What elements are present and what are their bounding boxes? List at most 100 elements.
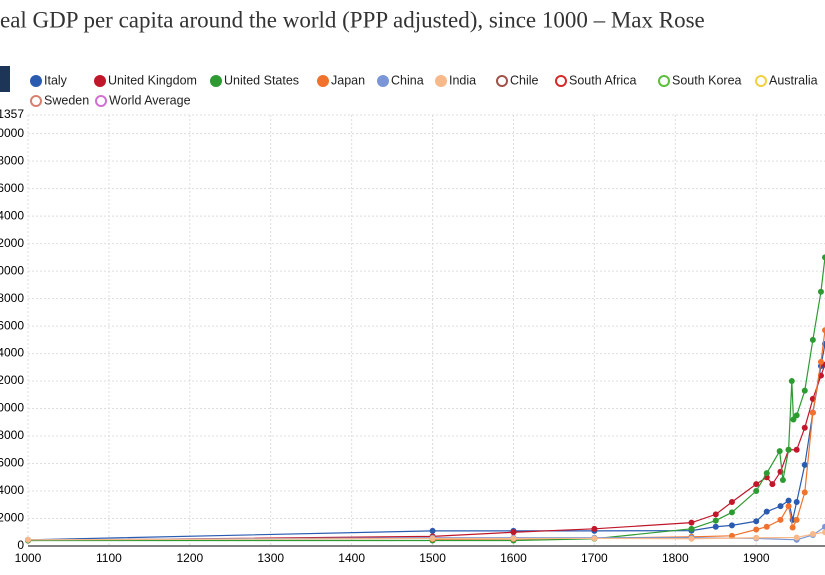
- legend-marker[interactable]: [317, 75, 329, 87]
- data-point: [753, 481, 760, 488]
- data-point: [728, 499, 735, 506]
- data-point: [801, 387, 808, 394]
- data-point: [809, 336, 816, 343]
- data-point: [777, 503, 784, 510]
- data-point: [809, 409, 816, 416]
- legend-marker[interactable]: [95, 95, 107, 107]
- data-point: [25, 536, 31, 543]
- series-line: [27, 364, 825, 542]
- data-point: [763, 508, 770, 515]
- data-point: [790, 416, 797, 423]
- data-point: [817, 358, 824, 365]
- y-tick-label: 4000: [0, 483, 24, 497]
- series-line: [432, 330, 825, 540]
- data-point: [591, 535, 598, 542]
- x-tick-label: 1600: [500, 551, 527, 565]
- legend-marker[interactable]: [435, 75, 447, 87]
- y-tick-label: 0: [17, 538, 24, 552]
- data-point: [712, 517, 719, 524]
- data-point: [822, 529, 825, 536]
- legend-marker[interactable]: [377, 75, 389, 87]
- x-tick-label: 1800: [662, 551, 689, 565]
- legend-label[interactable]: United States: [224, 73, 299, 87]
- y-tick-label: 4000: [0, 346, 24, 360]
- y-tick-label: 0000: [0, 263, 24, 277]
- y-tick-label: 2000: [0, 373, 24, 387]
- y-tick-label: 2000: [0, 236, 24, 250]
- legend-label[interactable]: Australia: [769, 73, 818, 87]
- data-point: [591, 525, 598, 532]
- y-tick-label: 1357: [0, 107, 24, 121]
- series-line: [28, 257, 825, 542]
- legend-marker[interactable]: [555, 75, 567, 87]
- data-point: [793, 534, 800, 541]
- data-point: [763, 470, 770, 477]
- chart-title: eal GDP per capita around the world (PPP…: [0, 7, 705, 32]
- data-point: [753, 518, 760, 525]
- data-point: [793, 499, 800, 506]
- data-point: [785, 446, 792, 453]
- data-point: [753, 526, 760, 533]
- data-point: [793, 516, 800, 523]
- data-point: [769, 481, 776, 488]
- data-point: [809, 531, 816, 538]
- data-point: [688, 519, 695, 526]
- legend-marker[interactable]: [496, 75, 508, 87]
- data-point: [801, 461, 808, 468]
- y-tick-label: 6000: [0, 318, 24, 332]
- legend-label[interactable]: Chile: [510, 73, 539, 87]
- y-tick-label: 8000: [0, 291, 24, 305]
- series-line: [27, 343, 825, 541]
- legend-label[interactable]: Italy: [44, 73, 68, 87]
- legend-label[interactable]: World Average: [109, 93, 191, 107]
- legend-label[interactable]: South Africa: [569, 73, 636, 87]
- legend-label[interactable]: United Kingdom: [108, 73, 197, 87]
- logo: [0, 66, 10, 92]
- data-point: [789, 524, 796, 531]
- data-point: [822, 254, 825, 261]
- y-tick-label: 4000: [0, 208, 24, 222]
- data-point: [429, 527, 436, 534]
- data-point: [793, 412, 800, 419]
- y-tick-label: 0000: [0, 126, 24, 140]
- data-point: [776, 448, 783, 455]
- y-tick-label: 2000: [0, 511, 24, 525]
- data-point: [793, 446, 800, 453]
- x-tick-label: 1500: [419, 551, 446, 565]
- data-point: [753, 534, 760, 541]
- legend-marker[interactable]: [210, 75, 222, 87]
- data-point: [728, 522, 735, 529]
- data-point: [788, 378, 795, 385]
- legend-label[interactable]: China: [391, 73, 424, 87]
- data-point: [779, 477, 786, 484]
- legend-marker[interactable]: [30, 75, 42, 87]
- x-tick-label: 1900: [743, 551, 770, 565]
- y-tick-label: 8000: [0, 153, 24, 167]
- data-point: [688, 525, 695, 532]
- legend-label[interactable]: Japan: [331, 73, 365, 87]
- data-point: [510, 529, 517, 536]
- data-point: [712, 523, 719, 530]
- data-point: [822, 523, 825, 530]
- legend-marker[interactable]: [94, 75, 106, 87]
- data-point: [777, 516, 784, 523]
- y-tick-label: 8000: [0, 428, 24, 442]
- x-tick-label: 1300: [257, 551, 284, 565]
- data-point: [801, 489, 808, 496]
- data-point: [510, 535, 517, 542]
- legend-marker[interactable]: [30, 95, 42, 107]
- data-point: [728, 509, 735, 516]
- data-point: [785, 503, 792, 510]
- data-point: [817, 288, 824, 295]
- data-point: [753, 488, 760, 495]
- legend-marker[interactable]: [658, 75, 670, 87]
- data-point: [801, 424, 808, 431]
- legend-label[interactable]: South Korea: [672, 73, 742, 87]
- x-tick-label: 1400: [338, 551, 365, 565]
- legend-label[interactable]: Sweden: [44, 93, 89, 107]
- x-tick-label: 1000: [15, 551, 42, 565]
- data-point: [712, 511, 719, 518]
- legend-marker[interactable]: [755, 75, 767, 87]
- legend-label[interactable]: India: [449, 73, 476, 87]
- data-point: [785, 497, 792, 504]
